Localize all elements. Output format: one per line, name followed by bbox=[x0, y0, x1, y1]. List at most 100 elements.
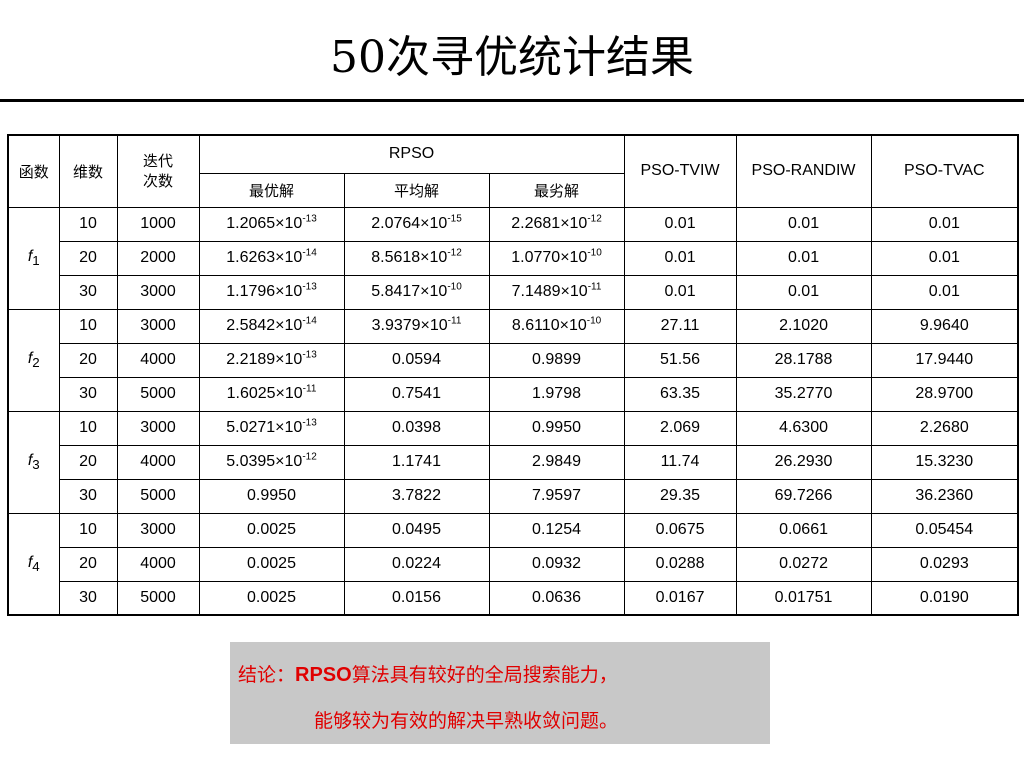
conclusion-prefix: 结论： bbox=[238, 664, 296, 686]
average-cell: 3.9379×10-11 bbox=[343, 308, 490, 344]
best-cell: 5.0395×10-12 bbox=[198, 444, 345, 480]
best-cell: 0.0025 bbox=[198, 512, 345, 548]
mantissa: 2.0764 bbox=[371, 215, 421, 232]
mantissa: 8.6110 bbox=[511, 317, 560, 334]
pso-tvac-cell: 9.9640 bbox=[870, 308, 1019, 344]
pso-randiw-cell: 26.2930 bbox=[735, 444, 872, 480]
function-name: f bbox=[27, 451, 33, 469]
header-iterations-line1: 迭代 bbox=[142, 152, 173, 171]
mantissa: 5.0271 bbox=[226, 419, 276, 436]
exponent: -15 bbox=[447, 213, 462, 225]
times-ten: ×10 bbox=[420, 283, 448, 300]
best-cell: 0.0025 bbox=[198, 580, 345, 616]
best-cell: 1.2065×10-13 bbox=[198, 206, 345, 242]
times-ten: ×10 bbox=[560, 283, 588, 300]
best-cell: 2.2189×10-13 bbox=[198, 342, 345, 378]
function-cell: f1 bbox=[7, 206, 60, 310]
best-cell: 1.6263×10-14 bbox=[198, 240, 345, 276]
pso-randiw-cell: 0.01 bbox=[735, 240, 872, 276]
worst-cell: 0.1254 bbox=[488, 512, 625, 548]
times-ten: ×10 bbox=[275, 283, 303, 300]
function-name: f bbox=[27, 553, 33, 571]
best-cell: 0.9950 bbox=[198, 478, 345, 514]
average-cell: 5.8417×10-10 bbox=[343, 274, 490, 310]
pso-tviw-cell: 0.0288 bbox=[623, 546, 737, 582]
pso-tviw-cell: 51.56 bbox=[623, 342, 737, 378]
iterations-cell: 4000 bbox=[116, 546, 200, 582]
average-cell: 1.1741 bbox=[343, 444, 490, 480]
table-row: f4 10 3000 0.0025 0.0495 0.1254 0.0675 0.0661 0.… bbox=[7, 512, 1019, 616]
pso-tviw-cell: 0.0675 bbox=[623, 512, 737, 548]
average-cell: 0.0156 bbox=[343, 580, 490, 616]
times-ten: ×10 bbox=[275, 419, 303, 436]
exponent: -12 bbox=[302, 451, 317, 463]
exponent: -11 bbox=[302, 383, 317, 395]
function-subscript: 2 bbox=[32, 355, 40, 371]
pso-tviw-cell: 0.01 bbox=[623, 206, 737, 242]
mantissa: 5.0395 bbox=[226, 453, 276, 470]
times-ten: ×10 bbox=[420, 249, 448, 266]
pso-tviw-cell: 0.0167 bbox=[623, 580, 737, 616]
mantissa: 1.6025 bbox=[226, 385, 276, 402]
worst-cell: 7.1489×10-11 bbox=[488, 274, 625, 310]
pso-tviw-cell: 0.01 bbox=[623, 240, 737, 276]
dimension-cell: 20 bbox=[58, 240, 118, 276]
exponent: -13 bbox=[302, 417, 317, 429]
pso-tviw-cell: 63.35 bbox=[623, 376, 737, 412]
mantissa: 2.5842 bbox=[226, 317, 276, 334]
table-row: f2 10 3000 2.5842×10-14 3.9379×10-11 8.6110×1… bbox=[7, 308, 1019, 412]
function-name: f bbox=[27, 247, 33, 265]
average-cell: 0.7541 bbox=[343, 376, 490, 412]
function-cell: f4 bbox=[7, 512, 60, 616]
pso-tvac-cell: 17.9440 bbox=[870, 342, 1019, 378]
table-row: 20 4000 5.0395×10-12 1.1741 2.9849 11.74 26.29… bbox=[8, 444, 1019, 480]
mantissa: 1.1796 bbox=[226, 283, 276, 300]
dimension-cell: 10 bbox=[58, 206, 118, 242]
table-row: f3 10 3000 5.0271×10-13 0.0398 0.9950 2.069 4.6… bbox=[7, 410, 1019, 514]
mantissa: 1.2065 bbox=[226, 215, 276, 232]
pso-randiw-cell: 4.6300 bbox=[735, 410, 872, 446]
header-function: 函数 bbox=[7, 134, 60, 208]
pso-tviw-cell: 29.35 bbox=[623, 478, 737, 514]
header-pso-tvac: PSO-TVAC bbox=[870, 134, 1019, 208]
dimension-cell: 20 bbox=[58, 546, 118, 582]
worst-cell: 1.0770×10-10 bbox=[488, 240, 625, 276]
pso-tvac-cell: 2.2680 bbox=[870, 410, 1019, 446]
average-cell: 0.0398 bbox=[343, 410, 490, 446]
average-cell: 3.7822 bbox=[343, 478, 490, 514]
average-cell: 2.0764×10-15 bbox=[343, 206, 490, 242]
exponent: -12 bbox=[447, 247, 462, 259]
exponent: -10 bbox=[586, 315, 602, 327]
pso-tvac-cell: 0.05454 bbox=[870, 512, 1019, 548]
times-ten: ×10 bbox=[275, 317, 303, 334]
exponent: -14 bbox=[302, 315, 317, 327]
dimension-cell: 10 bbox=[58, 410, 118, 446]
conclusion-emphasis: RPSO bbox=[295, 664, 352, 686]
table-row: 20 4000 0.0025 0.0224 0.0932 0.0288 0.0272 0.02… bbox=[8, 546, 1019, 582]
times-ten: ×10 bbox=[560, 215, 588, 232]
exponent: -11 bbox=[587, 281, 602, 293]
iterations-cell: 5000 bbox=[116, 580, 200, 616]
exponent: -14 bbox=[302, 247, 317, 259]
best-cell: 5.0271×10-13 bbox=[198, 410, 345, 446]
average-cell: 0.0594 bbox=[343, 342, 490, 378]
header-average: 平均解 bbox=[343, 172, 490, 208]
times-ten: ×10 bbox=[420, 317, 448, 334]
times-ten: ×10 bbox=[559, 317, 587, 334]
results-table: 函数 维数 迭代 次数 RPSO PSO-TVIW PSO-RANDIW PSO… bbox=[7, 134, 1020, 616]
exponent: -13 bbox=[302, 349, 317, 361]
best-cell: 1.1796×10-13 bbox=[198, 274, 345, 310]
worst-cell: 1.9798 bbox=[488, 376, 625, 412]
mantissa: 3.9379 bbox=[371, 317, 421, 334]
header-iterations-line2: 次数 bbox=[142, 172, 173, 191]
pso-tvac-cell: 0.01 bbox=[870, 240, 1019, 276]
dimension-cell: 20 bbox=[58, 342, 118, 378]
exponent: -10 bbox=[587, 247, 602, 259]
iterations-cell: 5000 bbox=[116, 376, 200, 412]
header-dimension: 维数 bbox=[58, 134, 118, 208]
header-worst: 最劣解 bbox=[488, 172, 625, 208]
pso-tviw-cell: 0.01 bbox=[623, 274, 737, 310]
mantissa: 8.5618 bbox=[371, 249, 421, 266]
conclusion-line-2: 能够较为有效的解决早熟收敛问题。 bbox=[314, 710, 619, 732]
average-cell: 0.0495 bbox=[343, 512, 490, 548]
